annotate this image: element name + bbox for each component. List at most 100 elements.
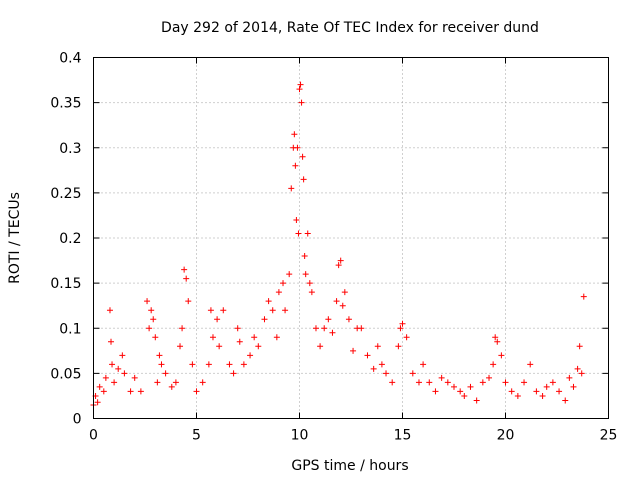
data-point [168,383,175,390]
data-point [216,343,223,350]
data-point [154,379,161,386]
data-point [292,162,299,169]
data-point [461,392,468,399]
data-point [502,379,509,386]
data-point [205,361,212,368]
data-point [514,392,521,399]
data-point [94,399,101,406]
data-point [556,388,563,395]
data-point [549,379,556,386]
data-point [426,379,433,386]
data-point [251,334,258,341]
data-point [300,176,307,183]
data-point [240,361,247,368]
data-point [580,293,587,300]
x-tick-labels: 0 5 10 15 20 25 [89,428,617,444]
data-point [490,361,497,368]
data-point [432,388,439,395]
data-points [90,81,587,408]
data-point [317,343,324,350]
data-point [486,374,493,381]
data-point [337,257,344,264]
data-point [273,334,280,341]
data-point [265,298,272,305]
data-point [374,343,381,350]
data-point [247,352,254,359]
data-point [574,365,581,372]
y-tick-label: 0 [73,412,82,428]
x-tick-label: 25 [600,428,618,444]
data-point [230,370,237,377]
y-tick-label: 0.4 [59,51,81,67]
data-point [494,338,501,345]
data-point [467,383,474,390]
data-point [444,379,451,386]
data-point [308,289,315,296]
data-point [302,271,309,278]
data-point [121,370,128,377]
data-point [479,379,486,386]
data-point [492,334,499,341]
data-point [181,266,188,273]
data-point [312,325,319,332]
data-point [280,280,287,287]
x-tick-label: 0 [89,428,98,444]
data-point [152,334,159,341]
data-point [321,325,328,332]
data-point [214,316,221,323]
data-point [115,365,122,372]
data-point [543,383,550,390]
y-tick-label: 0.15 [50,276,81,292]
data-point [576,343,583,350]
data-point [364,352,371,359]
data-point [498,352,505,359]
data-point [325,316,332,323]
chart-title: Day 292 of 2014, Rate Of TEC Index for r… [161,20,539,36]
data-point [275,289,282,296]
y-tick-label: 0.05 [50,366,81,382]
y-axis-title: ROTI / TECUs [7,192,23,284]
data-point [508,388,515,395]
data-point [578,370,585,377]
data-point [108,338,115,345]
data-point [106,307,113,314]
data-point [172,379,179,386]
data-point [146,325,153,332]
data-point [220,307,227,314]
data-point [102,374,109,381]
data-point [185,298,192,305]
data-point [226,361,233,368]
data-point [329,329,336,336]
data-point [288,185,295,192]
y-tick-label: 0.2 [59,231,81,247]
data-point [137,388,144,395]
data-point [301,253,308,260]
y-tick-label: 0.35 [50,96,81,112]
data-point [378,361,385,368]
x-tick-label: 20 [497,428,515,444]
data-point [335,262,342,269]
data-point [341,289,348,296]
data-point [183,275,190,282]
data-point [399,320,406,327]
data-point [295,230,302,237]
axis-ticks [93,57,609,419]
data-point [131,374,138,381]
data-point [296,86,303,93]
data-point [255,343,262,350]
data-point [339,302,346,309]
data-point [148,307,155,314]
data-point [291,131,298,138]
y-tick-label: 0.1 [59,321,81,337]
data-point [350,347,357,354]
data-point [345,316,352,323]
data-point [127,388,134,395]
x-axis-title: GPS time / hours [291,458,408,474]
data-point [234,325,241,332]
data-point [409,370,416,377]
grid-lines [93,57,609,419]
y-tick-label: 0.3 [59,141,81,157]
data-point [286,271,293,278]
data-point [96,383,103,390]
data-point [403,334,410,341]
